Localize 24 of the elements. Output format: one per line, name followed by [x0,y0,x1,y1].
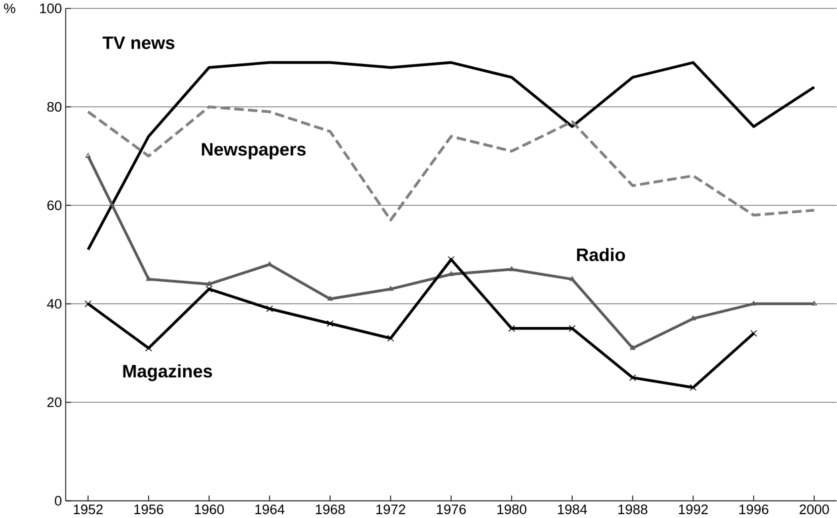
x-tick-label: 1980 [497,504,526,514]
y-tick-label: 60 [47,200,62,210]
x-tick-label: 1972 [376,504,406,514]
x-tick-label: 1996 [739,504,768,514]
x-tick-label: 1956 [134,504,164,514]
x-tick-label: 1988 [618,504,648,514]
x-tick-label: 1960 [194,504,224,514]
y-axis-title: % [4,4,16,14]
x-tick-label: 1992 [678,504,708,514]
x-tick-label: 1964 [255,504,284,514]
text: TV news [102,36,174,50]
x-tick-label: 1984 [558,504,588,514]
x-tick-label: 1952 [74,504,103,514]
y-tick-label: 80 [47,102,62,112]
series-label: Newspapers [202,143,306,160]
series-label: Magazines [123,364,212,382]
series-label: Radio [577,248,626,262]
y-tick-label: 20 [47,398,62,408]
y-tick-label: 0 [54,496,62,506]
x-tick-label: 1976 [436,504,466,514]
x-tick-label: 1968 [316,504,345,514]
x-tick-label: 2000 [800,504,829,514]
y-tick-label: 100 [40,4,62,14]
y-tick-label: 40 [47,299,62,309]
